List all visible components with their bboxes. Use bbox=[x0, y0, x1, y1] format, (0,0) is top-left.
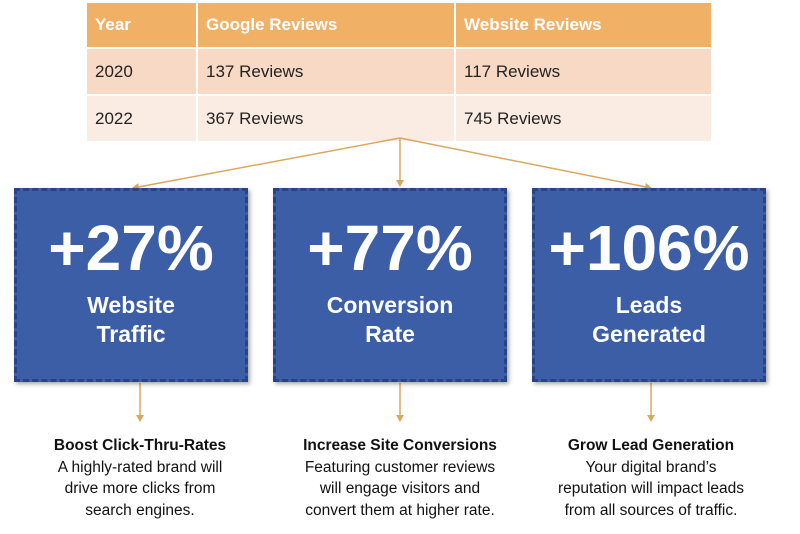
table-row: 2022 367 Reviews 745 Reviews bbox=[87, 94, 713, 141]
stat-label: Leads Generated bbox=[535, 291, 763, 349]
caption-line: drive more clicks from bbox=[64, 480, 216, 497]
cell-year: 2022 bbox=[87, 94, 198, 141]
stat-label-line: Generated bbox=[592, 321, 706, 347]
connector-arrow-left bbox=[132, 137, 401, 191]
caption-heading: Increase Site Conversions bbox=[303, 437, 497, 454]
caption-line: convert them at higher rate. bbox=[305, 501, 495, 519]
caption-line: Your digital brand’s bbox=[585, 458, 717, 476]
cell-year: 2020 bbox=[87, 47, 198, 95]
stat-box-leads-generated: +106% Leads Generated bbox=[532, 188, 766, 382]
stat-label-line: Leads bbox=[615, 292, 683, 318]
caption-line: will engage visitors and bbox=[319, 480, 481, 497]
cell-google-reviews: 137 Reviews bbox=[197, 47, 456, 95]
caption-lead-generation: Grow Lead Generation Your digital brand’… bbox=[521, 435, 781, 521]
stat-value: +77% bbox=[307, 212, 473, 284]
header-website-reviews: Website Reviews bbox=[455, 3, 713, 48]
header-google-reviews: Google Reviews bbox=[197, 3, 456, 48]
stat-box-conversion-rate: +77% Conversion Rate bbox=[273, 188, 507, 382]
cell-website-reviews: 745 Reviews bbox=[455, 94, 713, 141]
caption-line: from all sources of traffic. bbox=[564, 501, 738, 519]
connector-arrow-right bbox=[399, 137, 652, 191]
stat-value: +27% bbox=[48, 212, 214, 284]
table-header-row: Year Google Reviews Website Reviews bbox=[87, 3, 713, 48]
stat-label-line: Conversion bbox=[326, 292, 454, 318]
stat-box-website-traffic: +27% Website Traffic bbox=[14, 188, 248, 382]
header-year: Year bbox=[87, 3, 198, 48]
stat-value: +106% bbox=[548, 212, 750, 284]
caption-site-conversions: Increase Site Conversions Featuring cust… bbox=[270, 435, 530, 521]
reviews-table: Year Google Reviews Website Reviews 2020… bbox=[87, 3, 713, 141]
caption-click-thru-rates: Boost Click-Thru-Rates A highly-rated br… bbox=[10, 435, 270, 521]
stat-label-line: Website bbox=[87, 292, 175, 318]
caption-heading: Grow Lead Generation bbox=[567, 437, 735, 454]
caption-heading: Boost Click-Thru-Rates bbox=[53, 437, 227, 454]
caption-line: search engines. bbox=[85, 501, 195, 519]
caption-line: Featuring customer reviews bbox=[304, 458, 496, 476]
stat-label: Conversion Rate bbox=[276, 291, 504, 349]
stat-label-line: Rate bbox=[365, 321, 415, 347]
caption-line: reputation will impact leads bbox=[557, 480, 745, 497]
table-row: 2020 137 Reviews 117 Reviews bbox=[87, 47, 713, 95]
cell-google-reviews: 367 Reviews bbox=[197, 94, 456, 141]
stat-label: Website Traffic bbox=[17, 291, 245, 349]
stat-label-line: Traffic bbox=[96, 321, 166, 347]
caption-line: A highly-rated brand will bbox=[57, 458, 223, 476]
cell-website-reviews: 117 Reviews bbox=[455, 47, 713, 95]
